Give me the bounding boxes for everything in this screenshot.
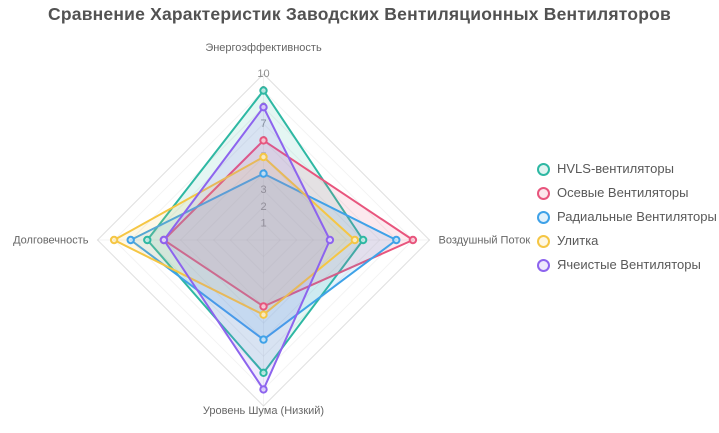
tick-label-3: 3 [260,184,266,196]
series-point-bg [110,236,118,244]
legend-label: Радиальные Вентиляторы [557,209,717,224]
series-point-bg [409,236,417,244]
legend-marker-icon [537,234,550,248]
series-point-bg [127,236,134,244]
series-point-bg [260,137,267,144]
series-point-3-1[interactable] [350,235,359,245]
series-point-bg [260,87,267,94]
series-point-bg [359,236,367,244]
series-point-2-2[interactable] [259,335,268,344]
legend-label: Ячеистые Вентиляторы [557,257,701,272]
legend-item-2[interactable]: Радиальные Вентиляторы [537,205,717,229]
series-point-1-1[interactable] [408,235,418,245]
series-point-bg [160,236,168,244]
legend-marker-icon [537,210,550,224]
grid-ring-5 [179,156,348,324]
series-point-bg [393,236,400,244]
series-point-bg [260,104,267,111]
series-point-4-2[interactable] [259,385,268,394]
series-point-bg [326,236,334,244]
series-point-bg [260,153,267,161]
grid-ring-10 [96,73,431,407]
legend-marker-icon [537,162,550,176]
axis-label-0: Энергоэффективность [205,42,322,54]
series-point-bg [260,170,267,177]
series-point-bg [260,311,267,318]
series-point-4-1[interactable] [325,235,335,245]
series-point-3-2[interactable] [259,310,268,319]
legend-item-1[interactable]: Осевые Вентиляторы [537,181,717,205]
grid-ring-2 [229,206,298,274]
series-point-2-0[interactable] [259,169,268,178]
series-point-4-0[interactable] [259,103,268,112]
legend-label: Улитка [557,233,599,248]
axis-label-2: Уровень Шума (Низкий) [203,405,324,417]
axis-label-3: Долговечность [13,235,89,247]
series-point-0-0[interactable] [259,86,268,95]
legend-label: Осевые Вентиляторы [557,185,689,200]
tick-label-2: 2 [260,201,266,213]
series-point-0-1[interactable] [358,235,368,245]
chart-legend: HVLS-вентиляторы Осевые Вентиляторы Радиал… [537,157,717,277]
tick-label-1: 1 [260,217,266,229]
legend-label: HVLS-вентиляторы [557,161,674,176]
series-point-bg [260,369,267,376]
tick-label-7: 7 [260,118,266,130]
legend-item-4[interactable]: Ячеистые Вентиляторы [537,253,717,277]
tick-label-10: 10 [257,68,269,80]
series-point-2-3[interactable] [126,235,135,245]
series-point-1-0[interactable] [259,136,268,145]
series-point-1-2[interactable] [259,302,268,311]
legend-marker-icon [537,258,550,272]
grid-ring-7 [146,123,381,357]
series-point-bg [260,303,267,310]
series-point-3-3[interactable] [109,235,119,245]
series-point-0-3[interactable] [143,235,152,245]
series-point-0-2[interactable] [259,368,268,377]
series-point-bg [260,386,267,393]
series-point-bg [260,336,267,343]
series-polygon-4[interactable] [162,106,331,391]
grid-ring-3 [212,189,315,291]
axis-label-1: Воздушный Поток [439,235,531,247]
legend-marker-icon [537,186,550,200]
legend-item-3[interactable]: Улитка [537,229,717,253]
series-point-3-0[interactable] [259,152,268,162]
chart-title: Сравнение Характеристик Заводских Вентил… [48,4,671,24]
series-point-4-3[interactable] [159,235,169,245]
grid-ring-1 [246,222,281,258]
series-point-2-1[interactable] [392,235,401,245]
legend-item-0[interactable]: HVLS-вентиляторы [537,157,717,181]
series-point-bg [351,236,358,244]
series-point-bg [144,236,151,244]
